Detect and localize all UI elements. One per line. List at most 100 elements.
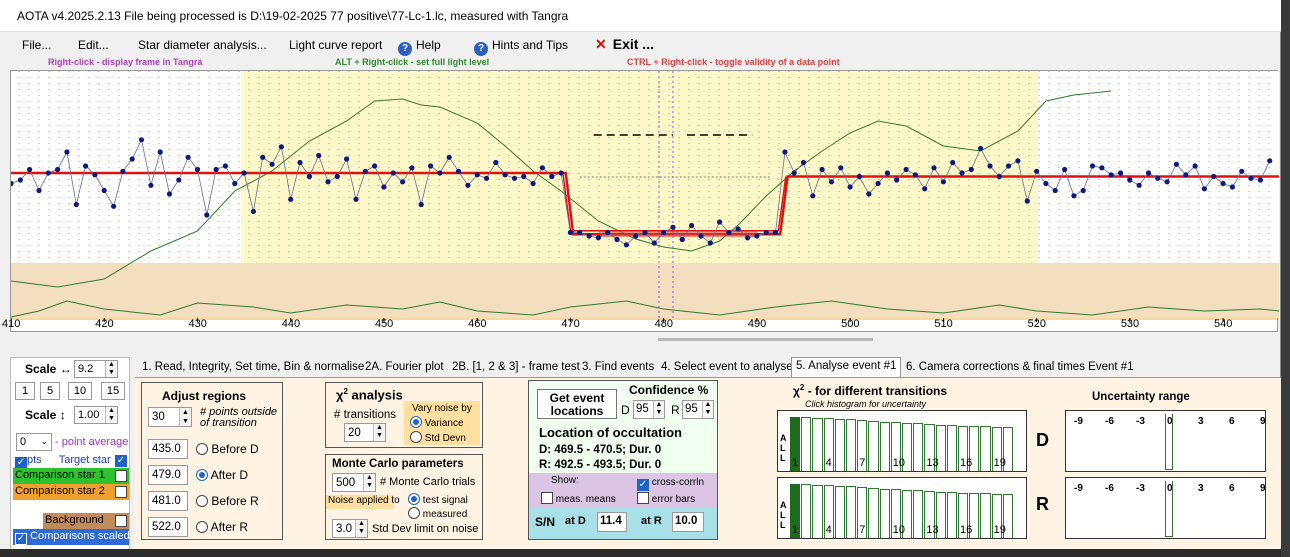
measured-radio[interactable] [408, 507, 420, 519]
before-d-value[interactable]: 435.0 [148, 439, 188, 459]
get-event-locations-button[interactable]: Get event locations [537, 389, 617, 419]
menu-edit[interactable]: Edit... [78, 38, 109, 52]
histogram-bar[interactable] [913, 423, 924, 471]
tab-fourier-plot[interactable]: 2A. Fourier plot [365, 361, 444, 373]
std-dev-limit-spinner[interactable]: 3.0 ▲ ▼ [332, 519, 368, 538]
histogram-r[interactable]: A L L 1 4 7 10 13 16 19 [777, 477, 1027, 539]
background-checkbox[interactable] [115, 515, 127, 527]
scale-button-1[interactable]: 1 [15, 382, 35, 400]
histogram-bar[interactable] [846, 486, 857, 538]
histogram-bar[interactable] [902, 422, 913, 471]
tab-read-integrity[interactable]: 1. Read, Integrity, Set time, Bin & norm… [142, 361, 365, 373]
spinner-arrows-icon[interactable]: ▲ ▼ [355, 520, 367, 537]
error-bars-option[interactable]: error bars [637, 492, 695, 505]
before-r-option[interactable]: Before R [196, 494, 259, 508]
histogram-bar[interactable] [857, 487, 868, 538]
light-curve-chart[interactable]: 410 420 430 440 450 460 470 480 490 500 510 520 530 5… [2, 70, 1279, 333]
spinner-arrows-icon[interactable]: ▲ ▼ [179, 408, 191, 426]
after-r-option[interactable]: After R [196, 520, 248, 534]
histogram-bar[interactable] [946, 492, 957, 538]
variance-radio[interactable] [410, 416, 422, 428]
histogram-bar[interactable] [801, 484, 812, 538]
tab-frame-test[interactable]: 2B. [1, 2 & 3] - frame test [452, 361, 580, 373]
std-devn-radio[interactable] [410, 431, 422, 443]
confidence-d-spinner[interactable]: 95 ▲ ▼ [633, 400, 665, 419]
histogram-bar[interactable] [1002, 494, 1013, 538]
histogram-bar[interactable] [790, 416, 801, 471]
after-d-radio[interactable] [196, 469, 208, 481]
after-d-option[interactable]: After D [196, 468, 248, 482]
before-r-value[interactable]: 481.0 [148, 491, 188, 511]
histogram-bar[interactable] [834, 418, 845, 471]
variance-option[interactable]: Variance [410, 416, 464, 429]
spinner-arrows-icon[interactable]: ▲ ▼ [105, 361, 117, 377]
scale-vertical-spinner[interactable]: 1.00 ▲ ▼ [74, 406, 118, 424]
histogram-bar[interactable] [1002, 427, 1013, 471]
menu-light-curve-report[interactable]: Light curve report [289, 38, 383, 52]
spinner-arrows-icon[interactable]: ▲ ▼ [105, 407, 117, 423]
menu-file[interactable]: File... [22, 38, 52, 52]
spinner-arrows-icon[interactable]: ▲ ▼ [363, 474, 375, 491]
comparisons-scaled-checkbox[interactable]: ✓ [15, 533, 27, 545]
scale-horizontal-spinner[interactable]: 9.2 ▲ ▼ [74, 360, 118, 378]
spinner-arrows-icon[interactable]: ▲ ▼ [702, 401, 713, 418]
histogram-bar[interactable] [790, 483, 801, 538]
histogram-bar[interactable] [980, 426, 991, 471]
histogram-bar[interactable] [857, 420, 868, 471]
before-d-option[interactable]: Before D [196, 442, 259, 456]
histogram-bar[interactable] [868, 488, 879, 538]
transitions-spinner[interactable]: 20 ▲ ▼ [344, 423, 386, 442]
histogram-d[interactable]: A L L 1 4 7 10 13 16 19 [777, 410, 1027, 472]
comparisons-scaled-row[interactable]: ✓ Comparisons scaled [13, 529, 130, 545]
tab-analyse-event[interactable]: 5. Analyse event #1 [791, 357, 902, 377]
error-bars-checkbox[interactable] [637, 492, 649, 504]
histogram-bar[interactable] [879, 488, 890, 538]
confidence-r-spinner[interactable]: 95 ▲ ▼ [682, 400, 714, 419]
histogram-bar[interactable] [801, 417, 812, 471]
before-d-radio[interactable] [196, 443, 208, 455]
comparison-star-2-row[interactable]: Comparison star 2 [13, 484, 129, 500]
scale-button-10[interactable]: 10 [68, 382, 92, 400]
histogram-bar[interactable] [823, 418, 834, 471]
histogram-bar[interactable] [924, 490, 935, 538]
point-average-select[interactable]: 0 ⌄ [16, 433, 52, 451]
std-devn-option[interactable]: Std Devn [410, 431, 466, 444]
histogram-bar[interactable] [823, 485, 834, 538]
test-signal-option[interactable]: test signal [408, 493, 468, 506]
background-row[interactable]: Background [43, 513, 129, 529]
histogram-bar[interactable] [913, 490, 924, 538]
tab-select-event[interactable]: 4. Select event to analyse [661, 361, 793, 373]
histogram-bar[interactable] [935, 491, 946, 538]
histogram-bar[interactable] [991, 426, 1002, 471]
histogram-bar[interactable] [890, 422, 901, 471]
menu-hints[interactable]: ? Hints and Tips [474, 38, 568, 56]
histogram-bar[interactable] [902, 489, 913, 538]
histogram-bar[interactable] [969, 426, 980, 471]
cross-corrln-checkbox[interactable]: ✓ [637, 479, 649, 491]
before-r-radio[interactable] [196, 495, 208, 507]
menu-help[interactable]: ? Help [398, 38, 441, 56]
histogram-bar[interactable] [958, 492, 969, 538]
cross-corrln-option[interactable]: ✓ cross-corrln [637, 477, 704, 491]
scale-button-5[interactable]: 5 [40, 382, 60, 400]
light-curve-plot[interactable] [11, 71, 1279, 333]
comparison-star-2-checkbox[interactable] [115, 486, 127, 498]
monte-carlo-trials-spinner[interactable]: 500 ▲ ▼ [332, 473, 376, 492]
chart-scrollbar[interactable] [658, 338, 873, 341]
histogram-bar[interactable] [812, 484, 823, 538]
after-r-radio[interactable] [196, 521, 208, 533]
comparison-star-1-checkbox[interactable] [115, 470, 127, 482]
histogram-bar[interactable] [834, 485, 845, 538]
tab-camera-corrections[interactable]: 6. Camera corrections & final times Even… [906, 361, 1134, 373]
tab-find-events[interactable]: 3. Find events [582, 361, 655, 373]
points-outside-spinner[interactable]: 30 ▲ ▼ [148, 407, 192, 427]
histogram-bar[interactable] [868, 421, 879, 471]
comparison-star-1-row[interactable]: Comparison star 1 [13, 468, 129, 484]
histogram-bar[interactable] [924, 423, 935, 471]
histogram-bar[interactable] [846, 419, 857, 471]
histogram-bar[interactable] [958, 425, 969, 471]
histogram-bar[interactable] [935, 424, 946, 471]
spinner-arrows-icon[interactable]: ▲ ▼ [373, 424, 385, 441]
histogram-bar[interactable] [812, 417, 823, 471]
meas-means-option[interactable]: meas. means [541, 492, 616, 505]
